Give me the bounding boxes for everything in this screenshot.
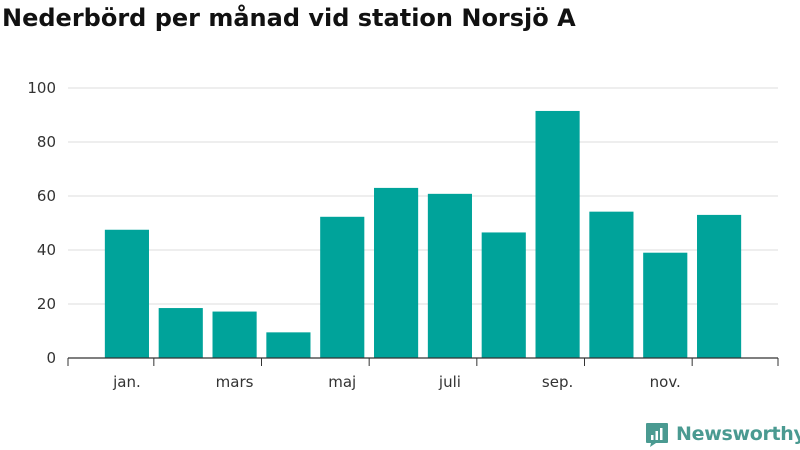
x-tick-label: maj xyxy=(328,373,356,391)
y-tick-label: 60 xyxy=(37,187,56,205)
y-tick-label: 0 xyxy=(46,349,56,367)
y-tick-label: 40 xyxy=(37,241,56,259)
bars xyxy=(104,110,742,358)
newsworthy-brand[interactable]: Newsworthy xyxy=(644,420,800,448)
x-tick-label: nov. xyxy=(650,373,681,391)
x-tick-label: jan. xyxy=(112,373,141,391)
bar-maj[interactable] xyxy=(320,216,365,358)
x-tick-label: juli xyxy=(438,373,461,391)
y-axis-tick-labels: 0 20 40 60 80 100 xyxy=(27,79,56,367)
newsworthy-logo-icon xyxy=(646,423,668,447)
y-tick-label: 20 xyxy=(37,295,56,313)
bar-feb[interactable] xyxy=(158,308,203,358)
bar-chart: 0 20 40 60 80 100 jan. mars maj juli sep. nov. xyxy=(27,79,779,391)
bar-sep[interactable] xyxy=(535,110,580,358)
x-axis xyxy=(67,357,779,366)
bar-jan[interactable] xyxy=(104,229,149,358)
bar-apr[interactable] xyxy=(266,332,311,358)
newsworthy-brand-name: Newsworthy xyxy=(676,423,800,445)
bar-mars[interactable] xyxy=(212,311,257,358)
y-tick-label: 100 xyxy=(27,79,56,97)
bar-nov[interactable] xyxy=(643,252,688,358)
bar-juni[interactable] xyxy=(374,187,419,358)
bar-okt[interactable] xyxy=(589,211,634,358)
bar-juli[interactable] xyxy=(427,193,472,358)
x-axis-tick-labels: jan. mars maj juli sep. nov. xyxy=(112,373,681,391)
y-tick-label: 80 xyxy=(37,133,56,151)
bar-dec[interactable] xyxy=(697,214,742,358)
x-tick-label: mars xyxy=(216,373,254,391)
chart-title: Nederbörd per månad vid station Norsjö A xyxy=(2,4,576,32)
bar-aug[interactable] xyxy=(481,232,526,358)
x-tick-label: sep. xyxy=(542,373,573,391)
